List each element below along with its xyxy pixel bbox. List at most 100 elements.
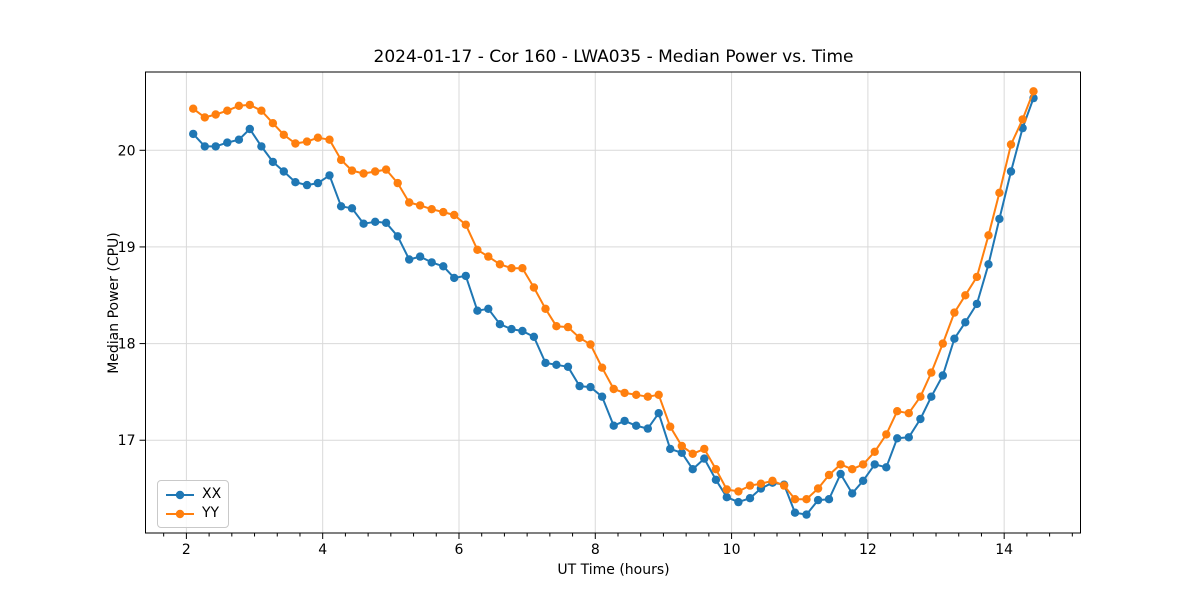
data-point-xx [734, 497, 743, 507]
data-point-yy [200, 113, 209, 122]
data-point-xx [995, 214, 1004, 224]
chart-title: 2024-01-17 - Cor 160 - LWA035 - Median P… [373, 47, 854, 67]
data-point-xx [677, 448, 686, 457]
data-point-xx [745, 494, 755, 503]
data-point-xx [643, 424, 652, 433]
data-point-yy [632, 390, 641, 399]
data-point-yy [938, 339, 947, 348]
data-point-xx [916, 414, 925, 424]
data-point-xx [415, 252, 425, 261]
data-point-yy [245, 100, 254, 110]
x-tick-label: 10 [723, 542, 741, 558]
data-point-xx [291, 178, 300, 187]
data-point-xx [507, 324, 516, 334]
data-point-yy [802, 495, 811, 504]
y-tick-label: 17 [118, 433, 136, 449]
data-point-xx [359, 219, 368, 228]
data-point-yy [427, 205, 436, 214]
data-point-yy [734, 487, 743, 496]
data-point-yy [223, 106, 232, 115]
data-point-xx [268, 157, 278, 167]
data-point-xx [234, 135, 244, 144]
data-point-xx [575, 381, 584, 391]
legend-swatch-yy-icon [166, 509, 194, 518]
data-point-yy [450, 210, 459, 220]
data-point-yy [1018, 115, 1027, 124]
data-point-yy [347, 166, 357, 175]
data-point-yy [381, 165, 391, 174]
data-point-xx [257, 142, 266, 151]
data-point-yy [858, 460, 868, 469]
series-line-xx [192, 97, 1035, 516]
data-point-yy [722, 485, 731, 494]
data-point-yy [768, 476, 777, 485]
data-point-xx [495, 320, 505, 329]
data-point-yy [643, 392, 652, 401]
data-point-yy [211, 110, 220, 119]
data-point-yy [972, 272, 982, 282]
data-point-xx [824, 495, 834, 504]
data-point-yy [609, 384, 618, 394]
legend-label-xx: XX [202, 486, 222, 502]
data-point-xx [950, 334, 959, 343]
data-point-xx [552, 360, 561, 369]
data-point-yy [779, 481, 789, 490]
data-point-xx [711, 475, 721, 484]
data-point-xx [813, 495, 823, 505]
legend-item-xx: XX [165, 485, 228, 504]
data-point-yy [575, 333, 584, 342]
data-point-yy [950, 308, 959, 317]
data-point-yy [461, 220, 470, 229]
data-point-yy [756, 479, 766, 488]
data-point-xx [518, 326, 527, 336]
data-point-yy [359, 169, 368, 178]
data-point-xx [405, 255, 414, 264]
data-point-xx [336, 202, 346, 211]
data-point-yy [677, 441, 686, 451]
data-point-yy [711, 465, 721, 474]
x-axis-label: UT Time (hours) [557, 562, 670, 578]
data-point-xx [700, 454, 709, 463]
data-point-yy [313, 133, 323, 142]
legend: XX YY [157, 480, 229, 528]
data-point-yy [620, 388, 629, 398]
data-point-yy [495, 260, 505, 269]
data-point-xx [882, 463, 891, 472]
data-point-xx [223, 138, 232, 147]
data-point-yy [563, 322, 573, 332]
plot-border [145, 71, 1081, 534]
data-point-yy [870, 447, 879, 456]
data-point-xx [381, 218, 391, 227]
data-point-yy [813, 484, 823, 493]
data-point-xx [563, 362, 573, 371]
data-point-yy [688, 449, 697, 458]
data-point-xx [393, 232, 402, 241]
data-point-yy [700, 444, 709, 454]
data-point-xx [802, 510, 811, 519]
data-point-yy [824, 470, 834, 480]
data-point-yy [882, 430, 891, 439]
x-tick-label: 6 [455, 542, 464, 558]
data-point-yy [597, 363, 607, 372]
data-point-yy [541, 304, 550, 313]
data-point-xx [325, 171, 334, 180]
data-point-yy [371, 167, 380, 176]
data-point-xx [461, 271, 470, 281]
data-point-yy [336, 155, 346, 165]
data-point-xx [484, 304, 493, 313]
data-point-xx [597, 392, 607, 401]
data-point-yy [904, 409, 913, 418]
data-point-yy [552, 322, 561, 331]
x-tick-label: 14 [995, 542, 1013, 558]
data-point-yy [790, 495, 800, 504]
data-point-xx [439, 262, 448, 271]
data-point-yy [325, 135, 334, 144]
data-point-yy [961, 291, 970, 300]
data-point-xx [904, 433, 913, 442]
data-point-yy [189, 104, 198, 113]
x-tick-label: 8 [591, 542, 600, 558]
data-point-xx [666, 444, 675, 454]
data-point-xx [450, 273, 459, 283]
data-point-xx [893, 434, 902, 443]
